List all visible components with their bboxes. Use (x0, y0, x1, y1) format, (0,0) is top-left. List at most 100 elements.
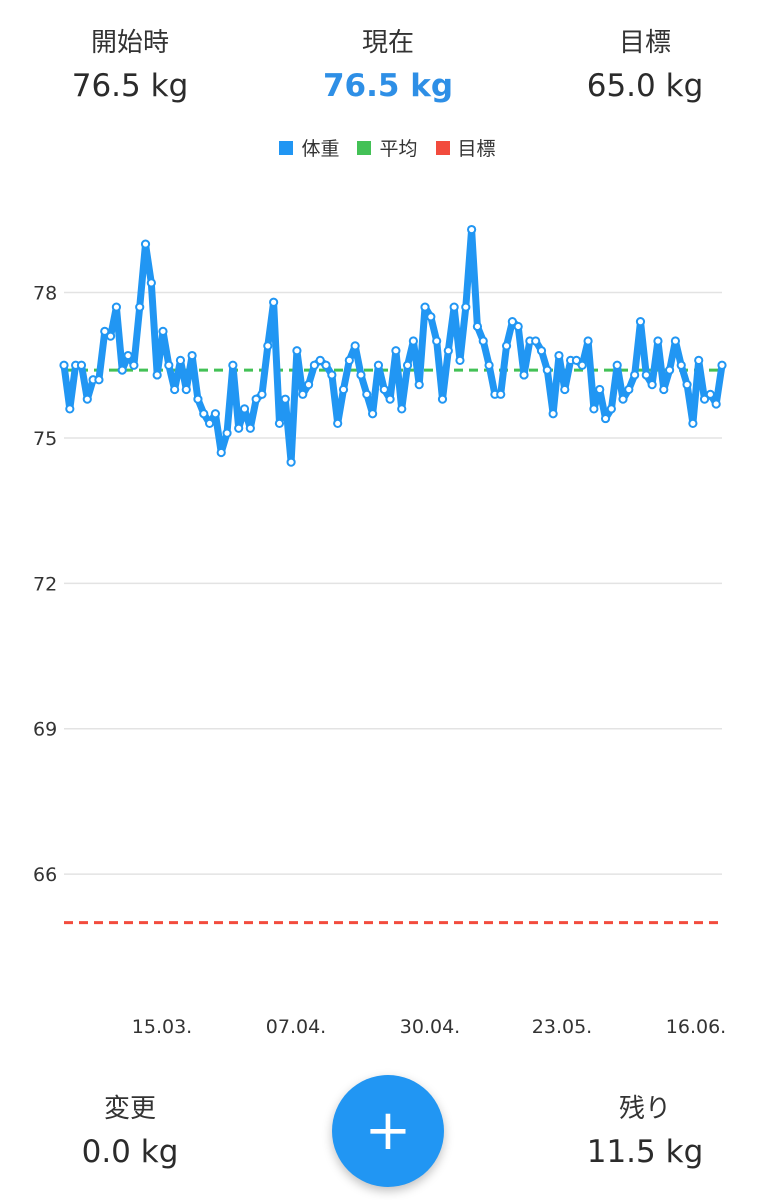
weight-point (595, 384, 605, 395)
weight-point (76, 360, 87, 370)
weight-point (59, 360, 69, 370)
weight-point (123, 350, 133, 361)
weight-point (670, 336, 681, 346)
weight-point (140, 239, 151, 249)
weight-point (274, 418, 285, 429)
weight-point (676, 360, 686, 370)
y-axis-ticks: 66 69 72 75 78 (33, 283, 57, 887)
legend-average-swatch (357, 140, 372, 155)
weight-point (263, 341, 273, 351)
weight-point (234, 423, 244, 433)
weight-point (606, 404, 616, 414)
weight-point (437, 394, 448, 404)
remaining-value: 11.5 kg (586, 1134, 704, 1170)
weight-point (531, 336, 541, 346)
weight-point (560, 384, 570, 395)
current-label: 現在 (361, 28, 414, 58)
change-stat: 変更 0.0 kg (10, 1092, 250, 1172)
weight-point (286, 457, 296, 467)
legend-goal-label: 目標 (457, 138, 496, 160)
weight-points (59, 224, 727, 467)
goal-stat: 目標 65.0 kg (525, 26, 765, 106)
weight-point (269, 297, 279, 307)
start-stat: 開始時 76.5 kg (10, 26, 250, 106)
weight-point (164, 360, 174, 370)
weight-point (321, 360, 331, 370)
weight-point (641, 370, 651, 380)
weight-point (711, 399, 721, 409)
weight-point (577, 360, 587, 370)
weight-point (292, 346, 302, 356)
weight-point (659, 384, 669, 395)
weight-point (501, 341, 512, 351)
start-label: 開始時 (90, 28, 169, 58)
weight-point (467, 224, 477, 235)
weight-point (158, 326, 168, 336)
weight-point (426, 312, 436, 322)
weight-point (315, 355, 325, 365)
weight-point (647, 380, 657, 390)
y-tick-label: 72 (33, 573, 57, 595)
legend-average: 平均 (357, 134, 418, 161)
legend-average-label: 平均 (379, 138, 418, 160)
weight-point (472, 321, 483, 332)
x-tick-label: 23.05. (532, 1016, 592, 1038)
weight-point (146, 278, 156, 288)
weight-point (414, 380, 424, 390)
weight-point (391, 346, 401, 356)
weight-point (705, 389, 715, 399)
weight-point (513, 321, 523, 332)
weight-point (344, 355, 354, 365)
legend-weight-label: 体重 (301, 138, 340, 160)
chart-grid (64, 291, 722, 875)
weight-point (175, 355, 186, 365)
x-tick-label: 07.04. (266, 1016, 326, 1038)
x-tick-label: 15.03. (132, 1016, 192, 1038)
y-tick-label: 66 (33, 864, 57, 886)
weight-series-line (60, 226, 726, 466)
weight-point (519, 370, 529, 380)
weight-point (664, 365, 675, 375)
weight-point (507, 317, 517, 327)
weight-point (216, 447, 226, 458)
add-entry-button[interactable]: + (332, 1075, 444, 1187)
weight-point (251, 394, 261, 404)
weight-point (333, 418, 343, 429)
weight-point (600, 413, 611, 424)
weight-point (239, 404, 250, 414)
weight-point (402, 360, 413, 370)
weight-point (536, 346, 547, 356)
weight-point (717, 360, 727, 370)
change-label: 変更 (103, 1094, 156, 1124)
weight-point (350, 341, 360, 351)
x-tick-label: 30.04. (400, 1016, 460, 1038)
weight-point (117, 365, 127, 375)
weight-point (170, 384, 180, 395)
weight-point (373, 360, 384, 370)
weight-point (222, 428, 232, 438)
weight-point (368, 409, 378, 419)
y-tick-label: 75 (33, 428, 57, 450)
remaining-label: 残り (618, 1094, 671, 1124)
weight-point (443, 346, 453, 356)
weight-point (111, 302, 122, 312)
weight-point (682, 380, 692, 390)
weight-point (379, 384, 389, 395)
weight-point (338, 384, 349, 395)
weight-point (694, 355, 704, 365)
weight-point (65, 404, 75, 414)
chart-legend: 体重 平均 目標 (0, 134, 775, 161)
x-tick-label: 16.06. (666, 1016, 726, 1038)
change-value: 0.0 kg (81, 1134, 179, 1170)
weight-point (327, 370, 337, 380)
legend-goal-swatch (435, 140, 450, 155)
weight-point (257, 389, 267, 399)
x-axis-ticks: 15.03. 07.04. 30.04. 23.05. 16.06. (132, 1016, 726, 1038)
legend-weight-swatch (279, 140, 294, 155)
weight-point (635, 317, 646, 327)
weight-point (94, 375, 104, 385)
weight-point (82, 394, 92, 404)
weight-point (181, 384, 191, 395)
weight-point (280, 394, 290, 404)
weight-point (100, 326, 110, 336)
